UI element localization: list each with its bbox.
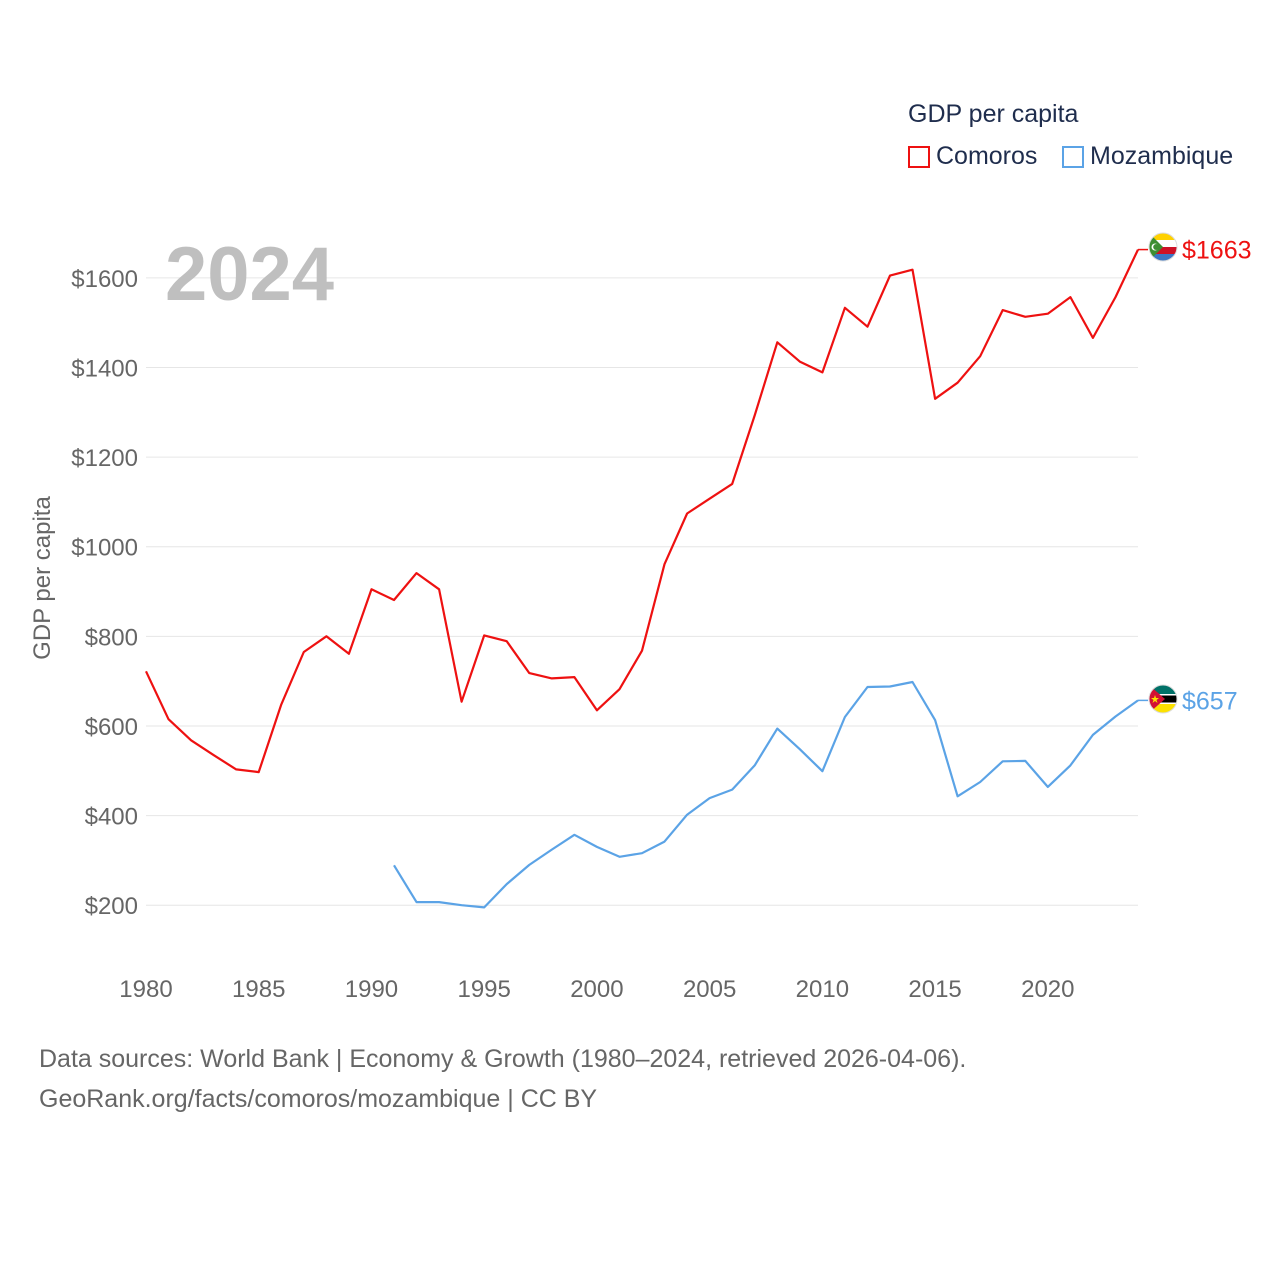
comoros-flag-icon	[1148, 232, 1178, 262]
y-tick-label: $1400	[71, 355, 138, 382]
x-tick-label: 1995	[457, 976, 510, 1003]
x-tick-label: 2015	[908, 976, 961, 1003]
legend-title: GDP per capita	[908, 100, 1079, 128]
y-tick-label: $1200	[71, 445, 138, 472]
series-layer: $1663 $657	[145, 237, 1252, 909]
legend-swatch-comoros	[908, 145, 930, 168]
series-line-comoros	[145, 249, 1139, 774]
series-line-mozambique	[393, 680, 1139, 909]
legend-label-comoros: Comoros	[936, 142, 1038, 170]
y-tick-label: $400	[85, 804, 138, 831]
y-tick-label: $200	[85, 893, 138, 920]
x-tick-label: 1990	[345, 976, 398, 1003]
x-axis-ticks: 1980 1985 1990 1995 2000 2005 2010 2015 2020	[119, 976, 1074, 1003]
y-axis-ticks: $200 $400 $600 $800 $1000 $1200 $1400 $1600	[71, 266, 138, 920]
end-label-comoros: $1663	[1182, 237, 1252, 265]
y-tick-label: $800	[85, 624, 138, 651]
grid-lines	[146, 277, 1138, 906]
source-line-1: Data sources: World Bank | Economy & Gro…	[39, 1045, 967, 1073]
x-tick-label: 2005	[683, 976, 736, 1003]
end-markers	[1148, 232, 1178, 714]
legend-item-mozambique[interactable]: Mozambique	[1062, 142, 1233, 171]
x-tick-label: 2020	[1021, 976, 1074, 1003]
legend-label-mozambique: Mozambique	[1090, 142, 1234, 170]
x-tick-label: 1980	[119, 976, 172, 1003]
legend-swatch-mozambique	[1062, 145, 1084, 168]
year-display: 2024	[165, 232, 334, 317]
y-tick-label: $600	[85, 714, 138, 741]
legend-item-comoros[interactable]: Comoros	[908, 142, 1037, 171]
y-axis-title: GDP per capita	[29, 496, 56, 660]
x-tick-label: 2010	[796, 976, 849, 1003]
source-line-2: GeoRank.org/facts/comoros/mozambique | C…	[39, 1085, 598, 1113]
x-tick-label: 2000	[570, 976, 623, 1003]
x-tick-label: 1985	[232, 976, 285, 1003]
y-tick-label: $1000	[71, 535, 138, 562]
y-tick-label: $1600	[71, 266, 138, 293]
end-label-mozambique: $657	[1182, 687, 1238, 715]
mozambique-flag-icon	[1148, 684, 1178, 714]
